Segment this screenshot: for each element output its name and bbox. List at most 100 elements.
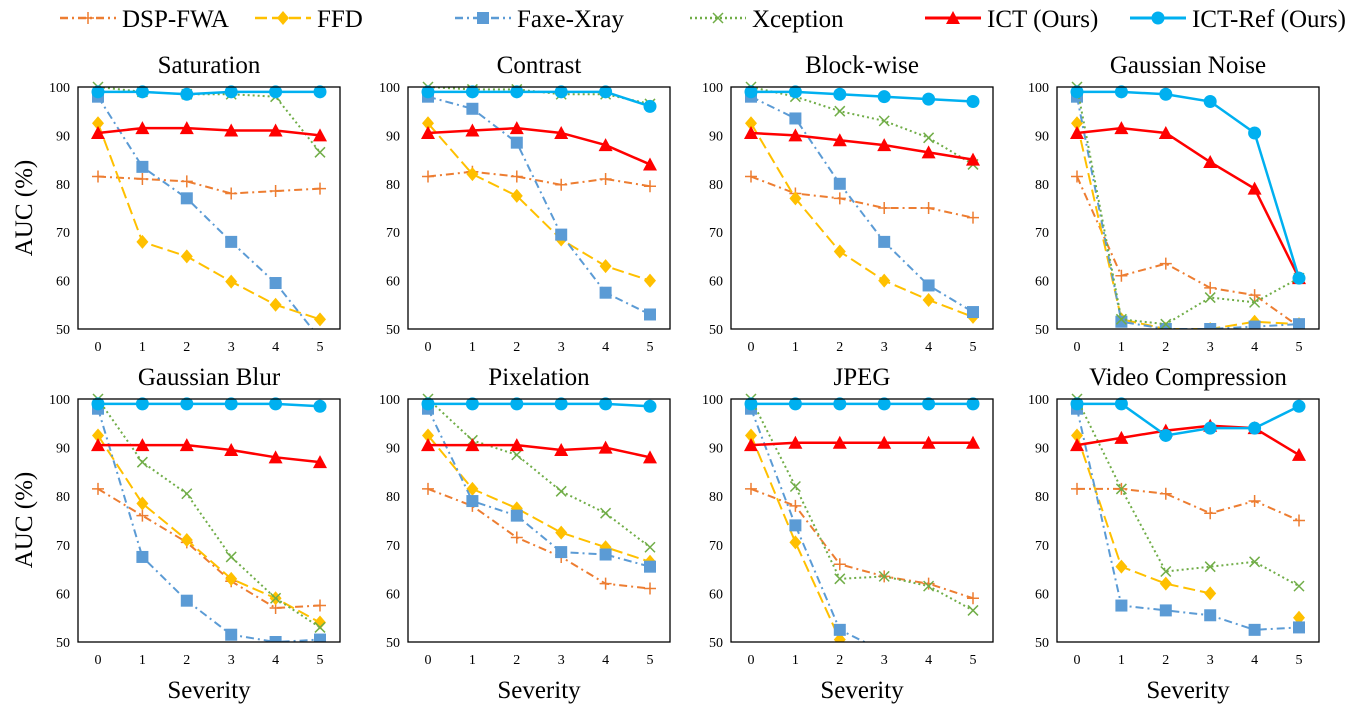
data-point (1292, 399, 1306, 413)
y-tick-label: 80 (709, 178, 723, 193)
series-line (97, 398, 321, 629)
y-tick-label: 60 (709, 587, 723, 602)
data-point (1115, 483, 1127, 495)
data-point (922, 292, 935, 307)
data-point (421, 438, 435, 452)
legend-item: ICT-Ref (Ours) (1130, 6, 1346, 33)
data-point (834, 573, 846, 585)
data-point (878, 235, 891, 248)
data-point (643, 99, 657, 113)
series-line (97, 96, 314, 329)
data-point (878, 570, 890, 582)
legend-marker-plus-icon (82, 12, 94, 24)
data-point (225, 571, 238, 586)
data-point (91, 85, 105, 99)
data-point (1293, 318, 1305, 329)
data-point (745, 116, 757, 131)
series-line (1077, 487, 1300, 522)
data-point (1203, 155, 1218, 169)
data-point (225, 551, 237, 563)
series-line (98, 402, 321, 408)
series-line (427, 170, 651, 188)
series-line (97, 175, 321, 195)
data-point (554, 85, 568, 99)
series-line (427, 398, 651, 549)
y-tick-label: 60 (1035, 587, 1049, 602)
y-tick-label: 50 (56, 323, 70, 338)
series-ffd (92, 116, 326, 327)
data-point (921, 145, 936, 159)
y-tick-label: 50 (386, 323, 400, 338)
data-point (224, 443, 239, 457)
data-point (923, 580, 935, 592)
y-tick-label: 50 (1035, 636, 1049, 651)
series-ffd (422, 116, 656, 288)
data-point (92, 116, 104, 131)
series-line (750, 398, 974, 612)
data-point (314, 633, 326, 642)
panel-title: Video Compression (1089, 364, 1287, 391)
data-point (744, 125, 758, 139)
x-tick-label: 3 (1207, 340, 1214, 355)
y-tick-label: 70 (1035, 226, 1049, 241)
data-point (555, 546, 568, 559)
panel-title: Gaussian Noise (1110, 52, 1266, 79)
x-tick-label: 4 (602, 653, 609, 668)
data-point (179, 121, 194, 135)
data-point (1248, 126, 1262, 140)
data-point (269, 277, 282, 290)
y-tick-label: 70 (56, 539, 70, 554)
data-point (1114, 121, 1129, 135)
series-line (750, 441, 973, 447)
series-dsp-fwa (92, 482, 326, 614)
series-dsp-fwa (745, 482, 979, 605)
data-point (833, 87, 847, 101)
data-point (789, 519, 802, 532)
data-point (179, 438, 194, 452)
data-point (180, 397, 194, 411)
data-point (1292, 447, 1306, 461)
panel-video-compression: Video Compression 50 60 70 80 90 100 0 1 2 3 4 5 (1028, 364, 1320, 668)
series-line (98, 443, 321, 464)
data-point (465, 438, 480, 452)
plot-area (421, 81, 657, 321)
data-point (510, 397, 524, 411)
series-line (750, 435, 841, 640)
data-point (1204, 586, 1217, 601)
data-point (269, 185, 282, 198)
series-line (750, 487, 974, 600)
data-point (922, 397, 936, 411)
y-tick-label: 90 (1035, 442, 1049, 457)
y-tick-label: 60 (56, 587, 70, 602)
data-point (421, 397, 435, 411)
data-point (878, 273, 891, 288)
x-tick-label: 2 (183, 653, 190, 668)
series-xception (422, 393, 656, 553)
series-ict-ours- (744, 435, 980, 452)
series-ict-ours- (421, 121, 657, 171)
data-point (789, 535, 802, 550)
x-tick-label: 4 (272, 653, 279, 668)
data-point (135, 85, 149, 99)
y-tick-label: 50 (56, 636, 70, 651)
data-point (1204, 507, 1217, 520)
y-tick-label: 70 (709, 539, 723, 554)
data-point (224, 85, 238, 99)
data-point (1114, 430, 1129, 444)
data-point (1248, 623, 1261, 636)
panel-pixelation: Pixelation 50 60 70 80 90 100 0 1 2 3 4 5 (379, 364, 671, 668)
series-ict-ours- (91, 121, 327, 142)
data-point (789, 499, 802, 512)
y-tick-label: 80 (56, 178, 70, 193)
data-point (832, 435, 847, 449)
data-point (269, 636, 282, 642)
data-point (966, 435, 980, 449)
y-tick-label: 100 (1028, 81, 1049, 96)
data-point (877, 435, 892, 449)
series-line (97, 434, 321, 624)
data-point (1159, 576, 1172, 591)
data-point (921, 435, 936, 449)
data-point (788, 128, 803, 142)
data-point (834, 105, 846, 117)
x-tick-label: 0 (748, 340, 755, 355)
